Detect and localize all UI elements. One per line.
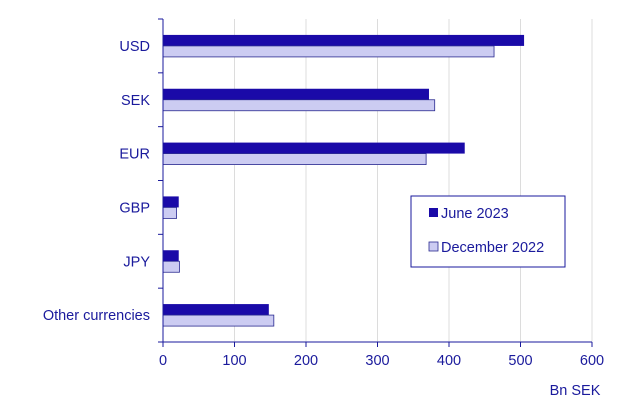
bar-december-2022-eur	[162, 153, 427, 165]
bar-june-2023-gbp	[163, 196, 179, 208]
x-tick-label-600: 600	[580, 353, 604, 369]
axes	[158, 18, 593, 347]
x-axis-label: Bn SEK	[550, 383, 601, 399]
y-tick-label-usd: USD	[119, 39, 150, 55]
legend-label-june-2023: June 2023	[441, 206, 509, 222]
bar-december-2022-jpy	[162, 260, 180, 273]
grid-lines	[234, 19, 593, 342]
bar-june-2023-jpy	[163, 250, 179, 262]
legend-swatch-december-2022	[428, 241, 439, 252]
bars	[162, 34, 525, 327]
x-tick-label-200: 200	[294, 353, 318, 369]
x-tick-label-0: 0	[159, 353, 167, 369]
bar-december-2022-sek	[162, 99, 436, 112]
y-tick-label-eur: EUR	[119, 147, 150, 163]
bar-june-2023-eur	[163, 142, 465, 154]
bar-december-2022-other-currencies	[162, 314, 275, 327]
y-tick-label-jpy: JPY	[123, 254, 150, 270]
bar-december-2022-usd	[162, 45, 495, 58]
tick-labels: 0 100 200 300 400 500 600 USD SEK EUR GBP JPY Other …	[43, 39, 604, 369]
x-tick-label-500: 500	[508, 353, 532, 369]
x-tick-label-300: 300	[365, 353, 389, 369]
legend: June 2023 December 2022	[410, 195, 566, 268]
bar-june-2023-other-currencies	[163, 304, 269, 316]
x-tick-label-100: 100	[222, 353, 246, 369]
bar-december-2022-gbp	[162, 207, 177, 219]
bar-june-2023-usd	[163, 34, 525, 46]
legend-swatch-june-2023	[429, 208, 438, 217]
y-tick-label-gbp: GBP	[119, 200, 150, 216]
legend-box	[410, 195, 566, 268]
bar-june-2023-sek	[163, 88, 429, 100]
y-tick-label-sek: SEK	[121, 93, 150, 109]
y-tick-label-other-currencies: Other currencies	[43, 308, 150, 324]
legend-label-december-2022: December 2022	[441, 240, 544, 256]
x-tick-label-400: 400	[437, 353, 461, 369]
